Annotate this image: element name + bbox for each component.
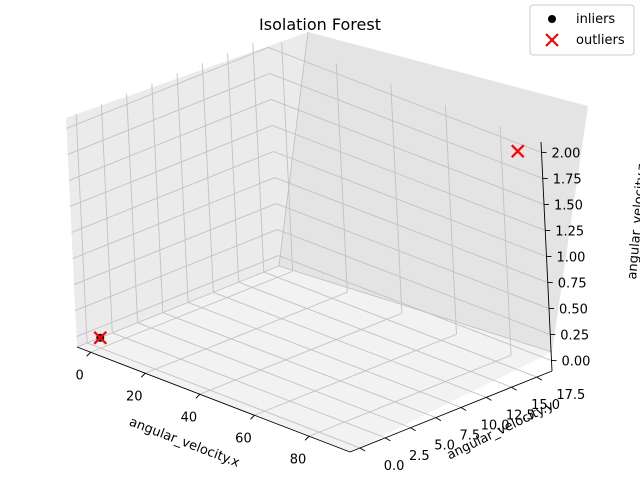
y-tick-mark <box>486 396 492 401</box>
x-tick-mark <box>195 393 201 399</box>
grid-lines <box>66 42 552 449</box>
back-wall-pane <box>279 32 588 352</box>
pane-edge-vertical <box>278 31 309 267</box>
floor-pane <box>77 266 552 452</box>
y-tick-mark <box>536 376 543 381</box>
z-tick-label: 0.75 <box>558 277 587 292</box>
grid-line-y-floor <box>86 342 361 449</box>
tick-labels: 0 20 40 60 80 0.0 2.5 5.0 7.510.012.515.017.5 0.0… <box>76 146 591 474</box>
y-tick-label: 7.5 <box>460 429 481 444</box>
outlier-stroke <box>93 331 108 345</box>
chart-title: Isolation Forest <box>259 15 381 34</box>
x-tick-mark <box>304 435 310 441</box>
y-tick-mark <box>460 407 467 411</box>
z-tick-label: 1.75 <box>553 172 582 187</box>
grid-line-z-left <box>71 151 274 233</box>
grid-line-z-back <box>277 229 551 335</box>
grid-line-z-left <box>70 125 273 207</box>
x-tick-label: 80 <box>290 452 307 467</box>
grid-line-y-floor <box>187 302 462 408</box>
outlier-point <box>93 331 108 345</box>
z-tick-label: 0.25 <box>560 329 589 344</box>
legend: inliers outliers <box>529 4 635 56</box>
grid-line-z-left <box>75 229 278 311</box>
x-tick-mark <box>86 351 91 357</box>
y-tick-label: 2.5 <box>409 449 430 464</box>
grid-line-y-floor <box>263 271 538 378</box>
z-tick-label: 1.50 <box>554 198 583 213</box>
grid-line-y-floor <box>137 322 411 429</box>
outlier-point <box>510 144 525 158</box>
grid-line-z-left <box>66 46 269 129</box>
legend-marker-outliers <box>545 33 559 47</box>
grid-line-y-floor <box>213 291 487 398</box>
grid-line-z-left <box>73 203 277 285</box>
x-tick-label: 20 <box>126 389 143 404</box>
y-tick-mark <box>435 417 442 421</box>
grid-line-y-floor <box>112 332 386 439</box>
grid-line-x-floor <box>145 291 348 374</box>
y-axis-line <box>349 370 553 453</box>
grid-line-z-back <box>269 73 543 179</box>
legend-label-inliers: inliers <box>576 12 615 27</box>
y-tick-label: 0.0 <box>384 459 405 474</box>
grid-line-z-back <box>270 99 545 205</box>
axis-lines <box>76 141 557 453</box>
grid-line-x-floor <box>308 354 512 437</box>
grid-line-z-back <box>275 203 550 309</box>
grid-line-y-floor <box>238 281 512 388</box>
x-axis-line <box>76 346 351 453</box>
z-tick-label: 2.00 <box>552 146 581 161</box>
z-tick-label: 1.25 <box>555 224 584 239</box>
grid-line-z-back <box>274 177 548 283</box>
data-points <box>93 144 525 345</box>
grid-line-z-back <box>273 151 547 257</box>
legend-label-outliers: outliers <box>576 33 625 48</box>
grid-line-z-back <box>272 125 546 231</box>
grid-line-x-floor <box>254 333 457 416</box>
y-tick-mark <box>511 386 517 391</box>
grid-line-z-back <box>268 46 542 153</box>
y-tick-label: 17.5 <box>556 388 585 403</box>
y-tick-mark <box>385 437 391 442</box>
y-tick-mark <box>359 447 366 452</box>
z-axis-label: angular_velocity.z <box>625 163 640 280</box>
x-tick-label: 40 <box>181 410 198 425</box>
legend-marker-inliers <box>548 15 556 23</box>
grid-line-y-floor <box>162 312 437 418</box>
grid-line-z-left <box>67 73 270 155</box>
x-tick-mark <box>140 372 146 378</box>
grid-line-z-back <box>278 255 552 362</box>
y-tick-label: 15.0 <box>531 398 560 413</box>
grid-line-z-left <box>72 177 275 259</box>
legend-box <box>529 4 635 56</box>
y-tick-mark <box>410 427 416 432</box>
grid-line-z-left <box>68 99 272 181</box>
z-tick-label: 1.00 <box>557 251 586 266</box>
grid-line-x-floor <box>90 270 293 353</box>
grid-line-z-left <box>76 255 279 338</box>
x-tick-label: 0 <box>76 368 84 383</box>
outlier-stroke <box>510 144 525 158</box>
y-tick-label: 5.0 <box>434 439 455 454</box>
y-tick-label: 12.5 <box>506 408 535 423</box>
y-tick-label: 10.0 <box>481 418 510 433</box>
z-tick-label: 0.00 <box>562 355 591 370</box>
grid-line-x-floor <box>199 312 403 395</box>
z-tick-label: 0.50 <box>559 303 588 318</box>
x-tick-mark <box>250 414 255 420</box>
x-tick-label: 60 <box>235 431 252 446</box>
